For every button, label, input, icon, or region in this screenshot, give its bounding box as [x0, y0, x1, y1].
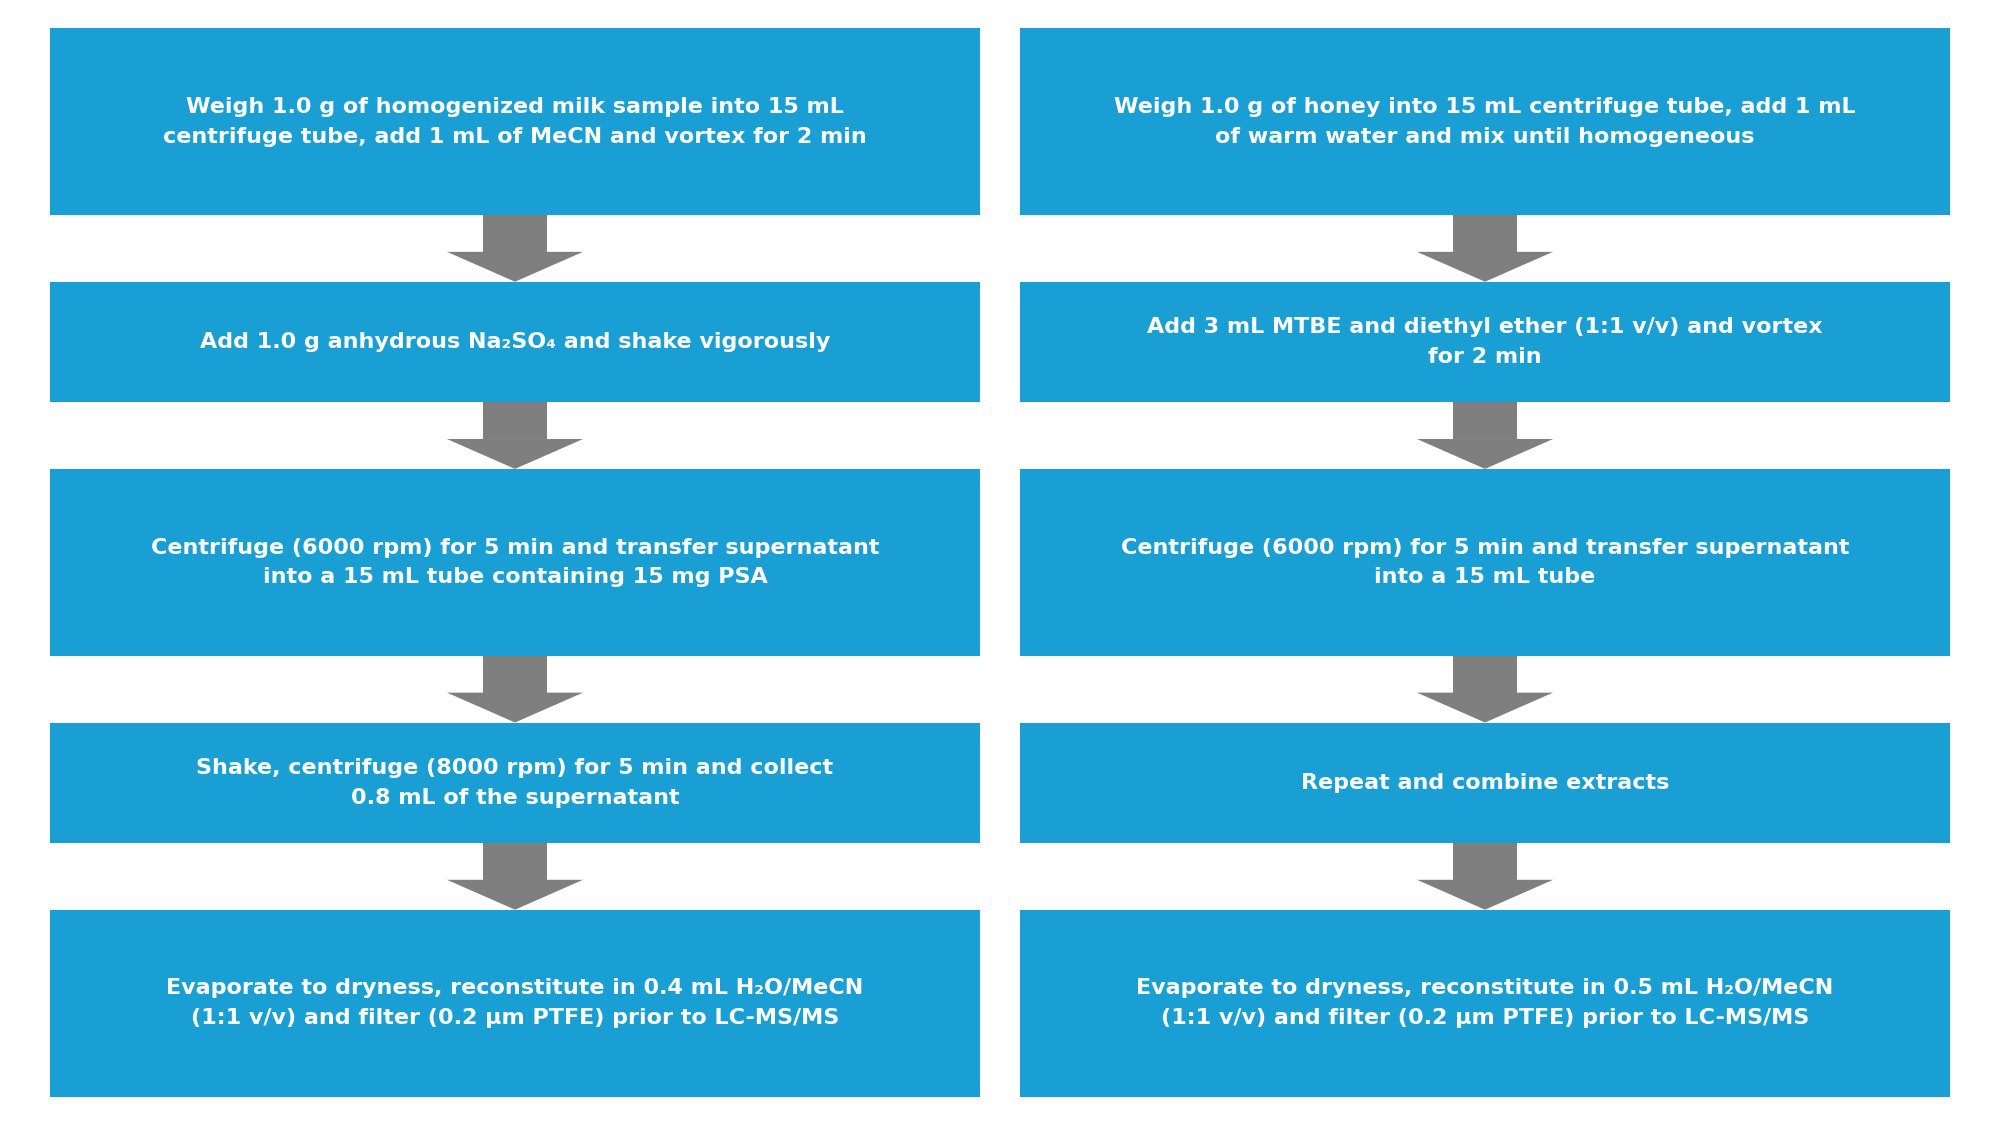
Text: Centrifuge (6000 rpm) for 5 min and transfer supernatant
into a 15 mL tube: Centrifuge (6000 rpm) for 5 min and tran…	[1120, 538, 1850, 587]
Text: Repeat and combine extracts: Repeat and combine extracts	[1300, 773, 1670, 793]
Polygon shape	[448, 880, 584, 910]
Polygon shape	[1416, 693, 1552, 722]
Text: Shake, centrifuge (8000 rpm) for 5 min and collect
0.8 mL of the supernatant: Shake, centrifuge (8000 rpm) for 5 min a…	[196, 758, 834, 808]
Polygon shape	[448, 439, 584, 469]
Text: Evaporate to dryness, reconstitute in 0.5 mL H₂O/MeCN
(1:1 v/v) and filter (0.2 : Evaporate to dryness, reconstitute in 0.…	[1136, 979, 1834, 1028]
FancyBboxPatch shape	[484, 403, 546, 439]
Polygon shape	[448, 693, 584, 722]
FancyBboxPatch shape	[484, 215, 546, 252]
Text: Evaporate to dryness, reconstitute in 0.4 mL H₂O/MeCN
(1:1 v/v) and filter (0.2 : Evaporate to dryness, reconstitute in 0.…	[166, 979, 864, 1028]
Polygon shape	[1416, 252, 1552, 281]
FancyBboxPatch shape	[484, 844, 546, 880]
Polygon shape	[448, 252, 584, 281]
FancyBboxPatch shape	[1020, 28, 1950, 215]
FancyBboxPatch shape	[1452, 403, 1518, 439]
FancyBboxPatch shape	[1452, 844, 1518, 880]
Text: Add 3 mL MTBE and diethyl ether (1:1 v/v) and vortex
for 2 min: Add 3 mL MTBE and diethyl ether (1:1 v/v…	[1148, 317, 1822, 367]
Polygon shape	[1416, 439, 1552, 469]
Polygon shape	[1416, 880, 1552, 910]
FancyBboxPatch shape	[1020, 281, 1950, 403]
FancyBboxPatch shape	[1452, 656, 1518, 693]
Text: Add 1.0 g anhydrous Na₂SO₄ and shake vigorously: Add 1.0 g anhydrous Na₂SO₄ and shake vig…	[200, 332, 830, 352]
FancyBboxPatch shape	[50, 281, 980, 403]
FancyBboxPatch shape	[50, 469, 980, 656]
FancyBboxPatch shape	[484, 656, 546, 693]
Text: Weigh 1.0 g of homogenized milk sample into 15 mL
centrifuge tube, add 1 mL of M: Weigh 1.0 g of homogenized milk sample i…	[164, 97, 866, 146]
FancyBboxPatch shape	[1020, 722, 1950, 844]
FancyBboxPatch shape	[1452, 215, 1518, 252]
Text: Centrifuge (6000 rpm) for 5 min and transfer supernatant
into a 15 mL tube conta: Centrifuge (6000 rpm) for 5 min and tran…	[150, 538, 880, 587]
Text: Weigh 1.0 g of honey into 15 mL centrifuge tube, add 1 mL
of warm water and mix : Weigh 1.0 g of honey into 15 mL centrifu…	[1114, 97, 1856, 146]
FancyBboxPatch shape	[50, 28, 980, 215]
FancyBboxPatch shape	[50, 722, 980, 844]
FancyBboxPatch shape	[50, 910, 980, 1097]
FancyBboxPatch shape	[1020, 910, 1950, 1097]
FancyBboxPatch shape	[1020, 469, 1950, 656]
